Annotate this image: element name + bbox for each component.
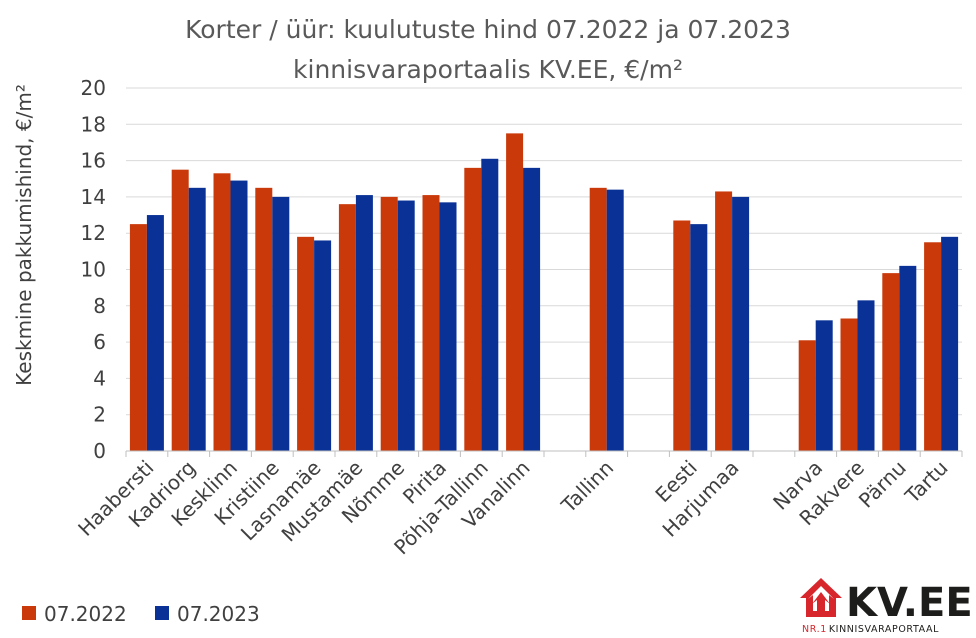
- y-tick-label: 8: [93, 294, 106, 318]
- y-tick-label: 10: [81, 258, 106, 282]
- bar-07-2023-Tartu: [941, 236, 959, 451]
- bar-07-2022-Pirita: [422, 195, 440, 451]
- y-tick-label: 6: [93, 330, 106, 354]
- house-arrow-icon: [800, 578, 842, 617]
- y-tick-label: 18: [81, 112, 106, 136]
- chart-title-line2: kinnisvaraportaalis KV.EE, €/m²: [293, 55, 683, 84]
- bar-07-2023-Haabersti: [146, 215, 164, 451]
- y-tick-label: 2: [93, 403, 106, 427]
- bar-07-2022-Lasnamäe: [297, 236, 315, 451]
- bar-07-2023-Mustamäe: [355, 195, 373, 451]
- y-tick-label: 4: [93, 366, 106, 390]
- logo-tagline: NR.1 KINNISVARAPORTAAL: [802, 624, 939, 635]
- y-tick-label: 20: [81, 76, 106, 100]
- category-label: Tallinn: [556, 456, 618, 518]
- legend-label-07-2023: 07.2023: [177, 602, 260, 626]
- bar-07-2022-Harjumaa: [715, 191, 733, 451]
- y-axis-label: Keskmine pakkumishind, €/m²: [12, 84, 36, 386]
- y-tick-label: 16: [81, 149, 106, 173]
- bars: [129, 133, 959, 452]
- bar-07-2022-Vanalinn: [506, 133, 524, 451]
- bar-07-2023-Rakvere: [857, 300, 875, 451]
- bar-07-2023-Vanalinn: [523, 167, 541, 452]
- y-tick-label: 0: [93, 439, 106, 463]
- bar-07-2022-Põhja-Tallinn: [464, 167, 482, 452]
- bar-07-2023-Pirita: [439, 202, 457, 451]
- bar-07-2023-Kristiine: [272, 196, 290, 451]
- chart-title-line1: Korter / üür: kuulutuste hind 07.2022 ja…: [185, 15, 791, 44]
- logo-wordmark: KV.EE: [846, 580, 973, 626]
- bar-07-2022-Eesti: [673, 220, 691, 451]
- legend-label-07-2022: 07.2022: [44, 602, 127, 626]
- bar-07-2022-Tallinn: [589, 187, 607, 451]
- bar-07-2022-Kesklinn: [213, 173, 231, 451]
- bar-07-2023-Kesklinn: [230, 180, 248, 451]
- category-label: Tartu: [900, 456, 953, 509]
- bar-07-2022-Narva: [798, 340, 816, 451]
- bar-07-2022-Rakvere: [840, 318, 858, 451]
- bar-07-2022-Kadriorg: [171, 169, 189, 452]
- legend: 07.2022 07.2023: [22, 602, 260, 626]
- bar-07-2023-Nõmme: [397, 200, 415, 451]
- legend-swatch-07-2022: [22, 606, 36, 620]
- y-tick-label: 12: [81, 221, 106, 245]
- bar-07-2022-Kristiine: [255, 187, 273, 451]
- bar-07-2022-Mustamäe: [338, 204, 356, 451]
- bar-07-2022-Haabersti: [129, 224, 147, 451]
- bar-07-2023-Põhja-Tallinn: [481, 158, 499, 451]
- bar-07-2023-Lasnamäe: [314, 240, 332, 451]
- bar-07-2023-Kadriorg: [188, 187, 206, 451]
- bar-07-2023-Eesti: [690, 224, 708, 451]
- grid-lines: [126, 87, 962, 416]
- bar-07-2023-Tallinn: [606, 189, 624, 451]
- kv-ee-logo: KV.EE NR.1 KINNISVARAPORTAAL: [800, 578, 973, 635]
- bar-07-2023-Narva: [815, 320, 833, 451]
- bar-07-2022-Nõmme: [380, 196, 398, 451]
- y-tick-label: 14: [81, 185, 106, 209]
- category-labels: HaaberstiKadriorgKesklinnKristiineLasnam…: [73, 456, 952, 560]
- legend-swatch-07-2023: [155, 606, 169, 620]
- category-label: Pärnu: [854, 456, 911, 513]
- bar-07-2022-Pärnu: [882, 273, 900, 451]
- bar-07-2023-Harjumaa: [732, 196, 750, 451]
- bar-07-2022-Tartu: [924, 242, 942, 451]
- x-axis: [125, 450, 963, 457]
- y-tick-labels: 0 2 4 6 8 10 12 14 16 18 20: [81, 76, 106, 463]
- bar-07-2023-Pärnu: [899, 265, 917, 451]
